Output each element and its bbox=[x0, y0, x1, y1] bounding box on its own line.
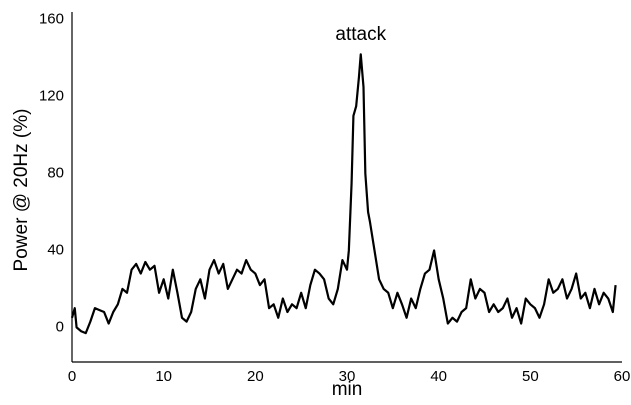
line bbox=[70, 53, 617, 335]
y-axis-label: Power @ 20Hz (%) bbox=[11, 109, 32, 272]
x-tick-label: 20 bbox=[247, 368, 264, 385]
x-tick-label: 40 bbox=[430, 368, 447, 385]
x-tick-label: 0 bbox=[68, 368, 76, 385]
x-axis-label: min bbox=[332, 379, 363, 400]
y-tick-label: 80 bbox=[47, 165, 64, 182]
x-tick-label: 30 bbox=[339, 368, 356, 385]
y-tick-label: 120 bbox=[39, 88, 64, 105]
x-tick-label: 10 bbox=[155, 368, 172, 385]
annotation: attack bbox=[335, 24, 386, 45]
y-tick-label: 0 bbox=[56, 318, 64, 335]
y-tick-label: 40 bbox=[47, 241, 64, 258]
x-tick-label: 50 bbox=[522, 368, 539, 385]
y-tick-label: 160 bbox=[39, 11, 64, 28]
x-tick-label: 60 bbox=[614, 368, 631, 385]
